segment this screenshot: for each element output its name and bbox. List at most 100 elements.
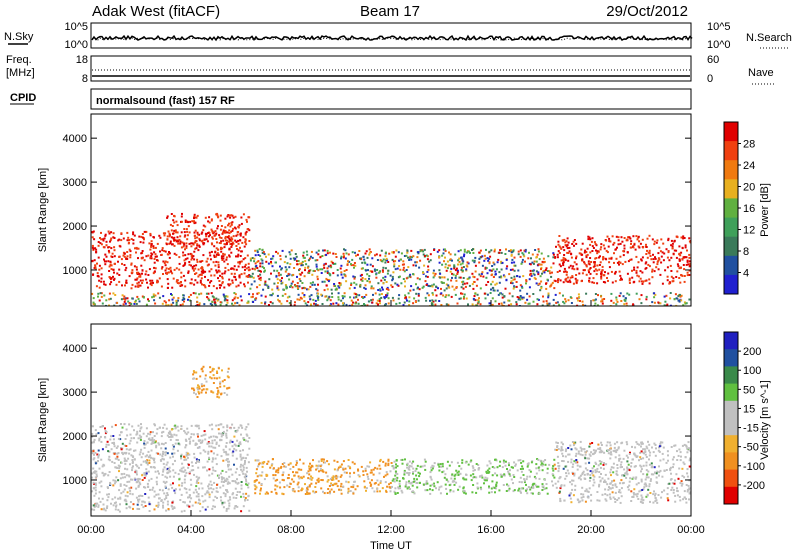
echo-cell: [231, 214, 234, 217]
echo-cell: [617, 243, 620, 246]
echo-cell: [150, 477, 153, 480]
echo-cell: [536, 253, 539, 256]
echo-cell: [330, 484, 333, 486]
echo-cell: [505, 258, 508, 261]
echo-cell: [619, 491, 622, 494]
echo-cell: [537, 466, 540, 469]
echo-cell: [601, 493, 604, 496]
echo-cell: [125, 448, 128, 451]
echo-cell: [470, 479, 473, 482]
echo-cell: [326, 288, 329, 291]
echo-cell: [450, 477, 453, 480]
echo-cell: [672, 463, 675, 466]
echo-cell: [114, 457, 117, 460]
echo-cell: [270, 257, 273, 260]
echo-cell: [206, 257, 209, 260]
echo-cell: [475, 463, 478, 465]
echo-cell: [218, 376, 221, 379]
echo-cell: [107, 443, 110, 446]
echo-cell: [167, 304, 170, 306]
echo-cell: [220, 225, 223, 227]
echo-cell: [232, 450, 235, 453]
echo-cell: [219, 242, 222, 245]
echo-cell: [195, 264, 198, 267]
echo-cell: [113, 278, 115, 281]
echo-cell: [200, 277, 203, 280]
echo-cell: [412, 288, 415, 291]
echo-cell: [372, 468, 375, 471]
echo-cell: [210, 219, 213, 222]
echo-cell: [216, 490, 219, 493]
echo-cell: [607, 488, 610, 491]
echo-cell: [138, 235, 141, 238]
echo-cell: [619, 279, 622, 281]
echo-cell: [273, 282, 276, 285]
echo-cell: [190, 461, 193, 464]
echo-cell: [188, 442, 191, 445]
echo-cell: [156, 242, 159, 245]
echo-cell: [216, 372, 219, 374]
echo-cell: [228, 237, 231, 240]
echo-cell: [117, 479, 120, 482]
echo-cell: [138, 478, 141, 481]
echo-cell: [444, 296, 447, 298]
echo-cell: [190, 497, 193, 500]
echo-cell: [562, 261, 565, 264]
echo-cell: [408, 472, 411, 474]
echo-cell: [292, 465, 295, 468]
echo-cell: [664, 304, 667, 306]
echo-cell: [111, 460, 114, 463]
echo-cell: [183, 259, 186, 262]
ytick-label: 1000: [63, 265, 87, 277]
echo-cell: [335, 287, 338, 290]
echo-cell: [463, 250, 466, 253]
echo-cell: [162, 480, 165, 483]
echo-cell: [278, 274, 281, 277]
echo-cell: [389, 274, 392, 277]
echo-cell: [429, 299, 431, 302]
echo-cell: [620, 495, 623, 498]
echo-cell: [234, 444, 237, 447]
echo-cell: [626, 467, 629, 470]
echo-cell: [599, 466, 602, 469]
echo-cell: [427, 284, 430, 287]
echo-cell: [512, 466, 514, 469]
echo-cell: [383, 297, 386, 300]
echo-cell: [109, 483, 112, 486]
echo-cell: [139, 241, 142, 244]
echo-cell: [341, 276, 344, 279]
echo-cell: [535, 472, 538, 475]
echo-cell: [166, 278, 169, 281]
echo-cell: [173, 239, 176, 241]
echo-cell: [347, 459, 350, 461]
echo-cell: [542, 257, 545, 260]
echo-cell: [586, 457, 589, 460]
echo-cell: [342, 252, 345, 255]
echo-cell: [233, 297, 236, 300]
echo-cell: [190, 483, 193, 486]
echo-cell: [424, 468, 427, 471]
echo-cell: [170, 293, 172, 295]
echo-cell: [223, 294, 226, 297]
echo-cell: [541, 469, 544, 472]
echo-cell: [689, 458, 691, 461]
echo-cell: [277, 282, 279, 284]
echo-cell: [562, 256, 565, 259]
echo-cell: [512, 490, 515, 493]
echo-cell: [291, 280, 294, 283]
echo-cell: [672, 252, 675, 255]
echo-cell: [133, 477, 136, 480]
echo-cell: [512, 278, 515, 281]
echo-cell: [683, 268, 686, 271]
echo-cell: [149, 232, 152, 235]
echo-cell: [154, 246, 157, 249]
echo-cell: [542, 485, 545, 488]
echo-cell: [298, 278, 301, 280]
echo-cell: [593, 241, 596, 244]
echo-cell: [455, 469, 458, 472]
echo-cell: [212, 446, 215, 449]
echo-cell: [213, 377, 216, 380]
echo-cell: [357, 468, 359, 471]
echo-cell: [229, 439, 232, 442]
echo-cell: [249, 257, 252, 260]
